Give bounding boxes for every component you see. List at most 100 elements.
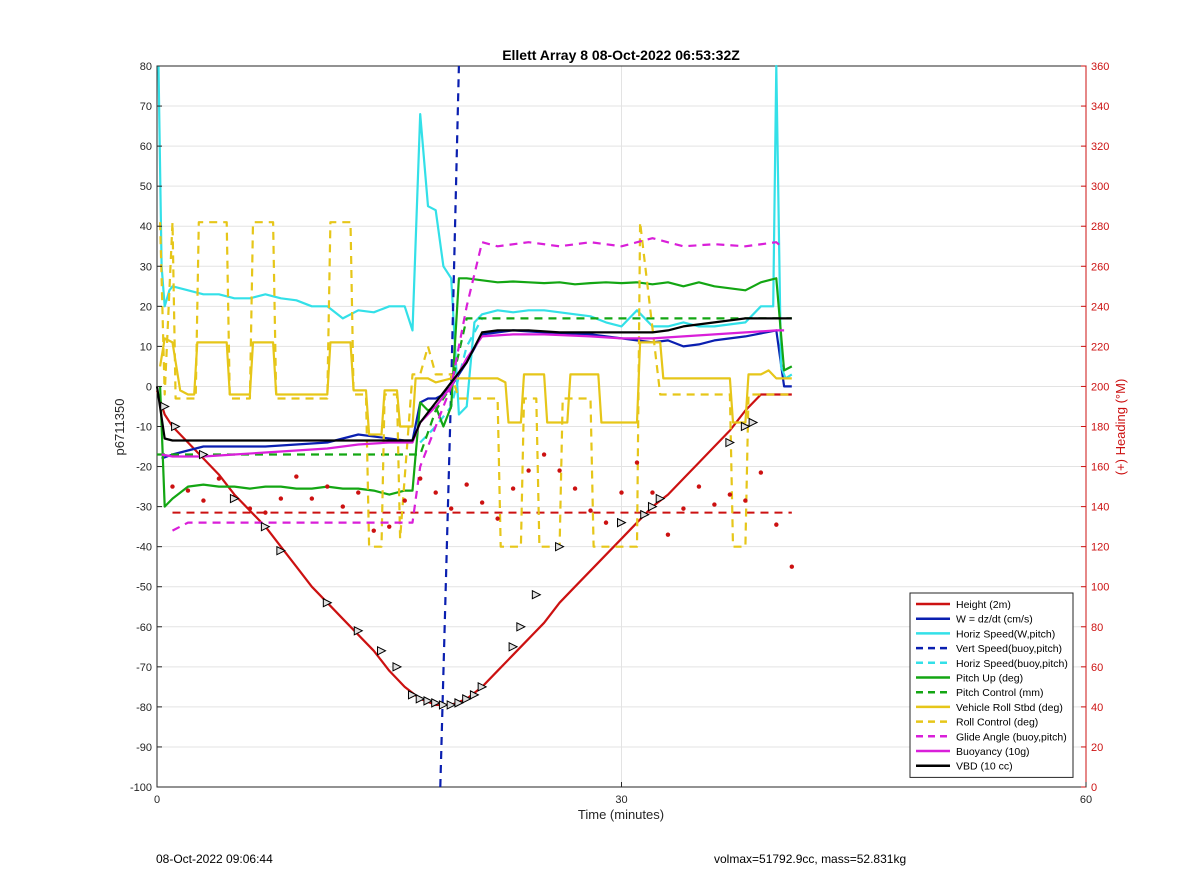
heading-point xyxy=(603,520,609,525)
height-marker xyxy=(508,641,519,652)
heading-point xyxy=(495,516,500,521)
height-marker xyxy=(377,646,387,656)
left-tick-label: -80 xyxy=(136,702,152,714)
heading-point xyxy=(479,500,485,505)
left-tick-label: -20 xyxy=(136,462,152,474)
left-tick-label: -70 xyxy=(136,662,152,674)
heading-point xyxy=(526,468,531,473)
legend-label: Horiz Speed(buoy,pitch) xyxy=(956,658,1068,670)
height-marker xyxy=(423,696,434,706)
series-line-3 xyxy=(439,65,460,788)
heading-point xyxy=(789,564,795,569)
heading-point xyxy=(418,476,423,481)
heading-point xyxy=(557,468,562,473)
left-tick-label: -90 xyxy=(136,742,152,754)
height-marker xyxy=(229,493,240,504)
left-tick-label: -50 xyxy=(136,582,152,594)
left-tick-label: 20 xyxy=(140,301,152,313)
left-tick-label: -100 xyxy=(130,782,152,794)
height-marker xyxy=(477,682,488,692)
legend-label: Buoyancy (10g) xyxy=(956,746,1030,758)
legend-label: Glide Angle (buoy,pitch) xyxy=(956,731,1067,743)
right-tick-label: 360 xyxy=(1091,61,1109,73)
right-tick-label: 240 xyxy=(1091,301,1109,313)
heading-point xyxy=(387,524,392,529)
height-marker xyxy=(446,700,457,710)
series-line-6 xyxy=(157,317,792,456)
heading-point xyxy=(185,488,191,493)
height-marker xyxy=(454,698,465,708)
x-axis-label: Time (minutes) xyxy=(578,807,664,822)
legend-label: Roll Control (deg) xyxy=(956,717,1038,729)
series-line-1 xyxy=(161,329,792,460)
heading-point xyxy=(541,452,547,457)
legend-label: Vehicle Roll Stbd (deg) xyxy=(956,702,1063,714)
height-marker xyxy=(260,521,271,532)
footer-volmax-mass: volmax=51792.9cc, mass=52.831kg xyxy=(714,852,907,866)
right-tick-label: 280 xyxy=(1091,221,1109,233)
heading-point xyxy=(278,496,284,501)
right-tick-label: 340 xyxy=(1091,101,1109,113)
height-marker xyxy=(748,417,759,428)
legend-label: Vert Speed(buoy,pitch) xyxy=(956,643,1062,655)
heading-point xyxy=(743,498,748,503)
height-marker xyxy=(415,694,426,704)
heading-point xyxy=(696,484,702,489)
series-layer xyxy=(155,64,795,788)
right-tick-label: 200 xyxy=(1091,381,1109,393)
right-tick-label: 20 xyxy=(1091,742,1103,754)
height-marker xyxy=(640,509,650,520)
legend-label: VBD (10 cc) xyxy=(956,761,1013,773)
height-marker xyxy=(469,690,480,700)
height-marker xyxy=(392,662,403,672)
height-marker xyxy=(353,625,364,636)
heading-point xyxy=(247,506,253,511)
height-marker xyxy=(617,517,627,528)
height-marker xyxy=(276,545,286,556)
heading-point xyxy=(510,486,516,491)
heading-point xyxy=(371,528,376,533)
heading-point xyxy=(665,532,671,537)
height-marker xyxy=(438,700,449,710)
legend-label: Horiz Speed(W,pitch) xyxy=(956,628,1055,640)
series-line-7 xyxy=(159,337,792,436)
right-tick-label: 140 xyxy=(1091,502,1109,514)
left-tick-label: 0 xyxy=(146,381,152,393)
heading-point xyxy=(294,474,299,479)
height-marker xyxy=(555,541,565,552)
right-tick-label: 180 xyxy=(1091,422,1109,434)
heading-point xyxy=(650,490,655,495)
heading-point xyxy=(681,506,686,511)
height-marker xyxy=(322,597,333,608)
legend-label: Pitch Up (deg) xyxy=(956,673,1023,685)
right-tick-label: 220 xyxy=(1091,341,1109,353)
series-line-0 xyxy=(155,390,792,707)
x-tick-label: 30 xyxy=(615,794,627,806)
right-tick-label: 80 xyxy=(1091,622,1103,634)
height-marker xyxy=(516,621,526,632)
legend-label: W = dz/dt (cm/s) xyxy=(956,614,1033,626)
left-tick-label: -60 xyxy=(136,622,152,634)
height-marker xyxy=(171,421,181,432)
height-marker xyxy=(655,493,666,504)
height-marker xyxy=(740,421,751,432)
heading-point xyxy=(340,504,345,509)
heading-point xyxy=(727,492,733,497)
left-tick-label: -30 xyxy=(136,502,152,514)
series-line-8 xyxy=(159,221,792,548)
series-line-10 xyxy=(161,329,785,458)
left-tick-label: 80 xyxy=(140,61,152,73)
left-tick-label: -10 xyxy=(136,422,152,434)
right-y-axis-label: (+) Heading (°M) xyxy=(1113,379,1128,476)
height-marker xyxy=(647,501,658,512)
left-tick-label: 10 xyxy=(140,341,152,353)
heading-point xyxy=(758,470,764,475)
legend-label: Pitch Control (mm) xyxy=(956,687,1044,699)
footer-timestamp: 08-Oct-2022 09:06:44 xyxy=(156,852,273,866)
height-marker xyxy=(198,449,209,460)
x-tick-label: 60 xyxy=(1080,794,1092,806)
right-tick-label: 100 xyxy=(1091,582,1109,594)
left-tick-label: 40 xyxy=(140,221,152,233)
heading-point xyxy=(588,508,593,513)
